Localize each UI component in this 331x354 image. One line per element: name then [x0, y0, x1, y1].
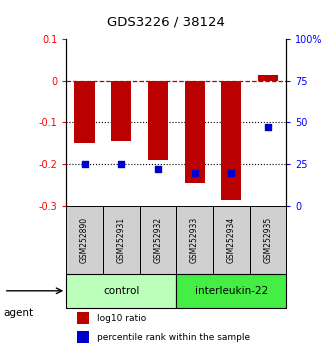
Bar — [221, 81, 241, 200]
Point — [229, 170, 234, 175]
FancyBboxPatch shape — [66, 206, 103, 274]
FancyBboxPatch shape — [250, 206, 286, 274]
Text: GSM252890: GSM252890 — [80, 217, 89, 263]
Bar — [77, 331, 89, 343]
FancyBboxPatch shape — [66, 274, 176, 308]
Bar — [111, 81, 131, 141]
Point — [155, 166, 161, 172]
FancyBboxPatch shape — [140, 206, 176, 274]
Text: GSM252935: GSM252935 — [263, 217, 272, 263]
Point — [118, 161, 124, 167]
Text: GSM252934: GSM252934 — [227, 217, 236, 263]
Point — [82, 161, 87, 167]
FancyBboxPatch shape — [176, 206, 213, 274]
FancyBboxPatch shape — [176, 274, 286, 308]
Text: GSM252931: GSM252931 — [117, 217, 126, 263]
Bar — [77, 313, 89, 324]
Text: GSM252933: GSM252933 — [190, 217, 199, 263]
Point — [192, 170, 197, 175]
Bar — [148, 81, 168, 160]
Text: log10 ratio: log10 ratio — [97, 314, 146, 323]
Text: GSM252932: GSM252932 — [153, 217, 163, 263]
Text: interleukin-22: interleukin-22 — [195, 286, 268, 296]
FancyBboxPatch shape — [103, 206, 140, 274]
Point — [265, 125, 271, 130]
Text: agent: agent — [3, 308, 33, 318]
Text: GDS3226 / 38124: GDS3226 / 38124 — [107, 15, 224, 28]
Text: control: control — [103, 286, 139, 296]
Text: percentile rank within the sample: percentile rank within the sample — [97, 333, 250, 342]
Bar — [258, 75, 278, 81]
FancyBboxPatch shape — [213, 206, 250, 274]
Bar — [184, 81, 205, 183]
Bar — [74, 81, 95, 143]
